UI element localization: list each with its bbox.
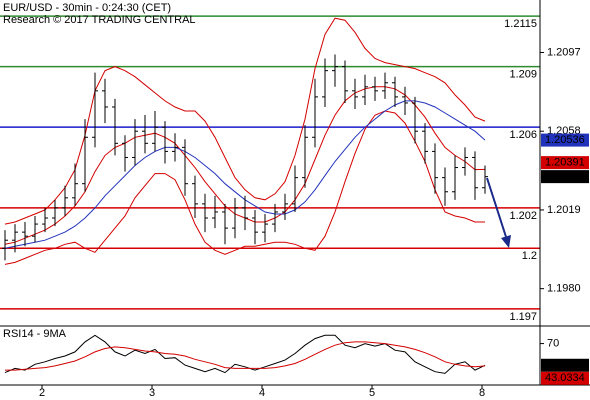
- indicator-line: [4, 110, 485, 265]
- rsi-line: [5, 341, 486, 371]
- rsi-title: RSI14 - 9MA: [3, 328, 67, 340]
- x-tick-label: 3: [149, 387, 155, 399]
- last-value-label: 1.20391: [545, 157, 585, 169]
- x-tick-label: 5: [369, 387, 375, 399]
- rsi-line: [4, 334, 486, 374]
- x-tick-label: 2: [39, 387, 45, 399]
- level-label: 1.202: [509, 210, 537, 222]
- rsi-last-value-box: [541, 358, 589, 372]
- rsi-last-value-box: [541, 371, 589, 385]
- level-label: 1.2115: [504, 18, 537, 30]
- rsi-last-value-label: 43.8117: [545, 359, 584, 371]
- last-value-label: 1.20355: [545, 171, 585, 183]
- chart-subtitle: Research © 2017 TRADING CENTRAL: [3, 14, 196, 26]
- last-value-box: [541, 156, 589, 170]
- x-tick-label: 4: [259, 387, 265, 399]
- last-value-box: [541, 170, 589, 184]
- y-tick-label: 1.2019: [547, 204, 581, 216]
- y-tick-label: 1.1980: [547, 283, 581, 295]
- level-label: 1.206: [509, 129, 537, 141]
- rsi-last-value-label: 43.0334: [545, 372, 585, 384]
- levels-layer: 1.2115 1.209 1.206 1.202 1.2 1.197: [0, 15, 540, 323]
- level-label: 1.2: [522, 250, 537, 262]
- forecast-arrow: [486, 177, 508, 241]
- last-value-label: 1.20536: [545, 134, 585, 146]
- level-label: 1.197: [509, 311, 537, 323]
- x-tick-label: 8: [479, 387, 485, 399]
- last-value-box: [541, 133, 589, 147]
- level-label: 1.209: [509, 69, 537, 81]
- rsi-y-tick-label: 70: [547, 337, 559, 349]
- chart-title: EUR/USD - 30min - 0:24:30 (CET): [3, 2, 171, 14]
- y-tick-label: 1.2097: [547, 46, 581, 58]
- bars-layer: [2, 54, 488, 261]
- forecast-arrow-head: [501, 235, 511, 248]
